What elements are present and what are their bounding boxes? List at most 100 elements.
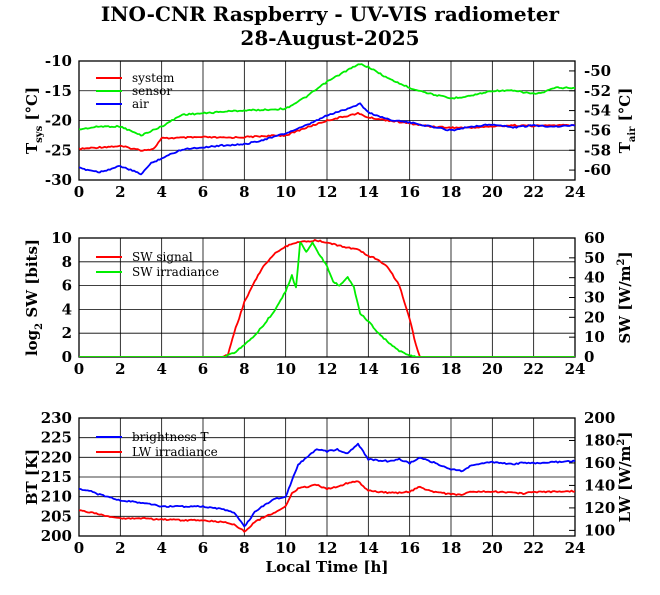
y-tick-label: -20 [45, 112, 72, 130]
series-line-system [79, 111, 575, 152]
y-tick-label: 10 [51, 229, 72, 247]
y-tick-label: 230 [41, 409, 72, 427]
y2-tick-label: -52 [584, 82, 611, 100]
y2-tick-label: 50 [584, 249, 605, 267]
legend-label: brightness T [132, 430, 208, 444]
legend-label: air [132, 97, 149, 111]
legend-label: system [132, 71, 175, 85]
x-tick-label: 0 [74, 539, 84, 557]
x-tick-label: 6 [198, 539, 208, 557]
x-tick-label: 2 [115, 360, 125, 378]
y2-tick-label: 120 [584, 499, 615, 517]
x-tick-label: 14 [358, 360, 379, 378]
panel-2: 0 2 4 6 8 10 12 14 16 18 20 22 241086420605040302010… [23, 229, 634, 378]
series-line-brightness-t [79, 442, 575, 528]
x-tick-label: 24 [565, 360, 586, 378]
x-tick-label: 10 [275, 183, 296, 201]
legend-label: SW irradiance [132, 265, 219, 279]
x-tick-label: 4 [156, 539, 166, 557]
x-tick-label: 20 [482, 539, 503, 557]
x-tick-label: 22 [523, 539, 544, 557]
x-tick-label: 16 [399, 360, 420, 378]
x-tick-label: 16 [399, 183, 420, 201]
y2-tick-label: -58 [584, 141, 611, 159]
legend-label: LW irradiance [132, 445, 218, 459]
y-tick-label: 0 [62, 348, 72, 366]
y-tick-label: 2 [62, 324, 72, 342]
x-tick-label: 14 [358, 539, 379, 557]
x-tick-label: 24 [565, 183, 586, 201]
chart-subtitle: 28-August-2025 [240, 26, 419, 50]
x-tick-label: 10 [275, 539, 296, 557]
y-tick-label: -10 [45, 52, 72, 70]
x-tick-label: 16 [399, 539, 420, 557]
x-tick-label: 22 [523, 183, 544, 201]
y2-tick-label: 160 [584, 454, 615, 472]
legend-label: sensor [132, 84, 172, 98]
x-tick-label: 4 [156, 360, 166, 378]
x-tick-label: 0 [74, 183, 84, 201]
x-tick-label: 8 [239, 539, 249, 557]
plot-frame [78, 60, 576, 181]
x-tick-label: 8 [239, 360, 249, 378]
y-tick-label: -25 [45, 141, 72, 159]
y-tick-label: 220 [41, 448, 72, 466]
x-tick-label: 18 [441, 360, 462, 378]
y2-tick-label: -50 [584, 62, 611, 80]
x-tick-label: 12 [317, 183, 338, 201]
series-line-sw-signal [79, 238, 575, 357]
series-line-air [79, 102, 575, 176]
y2-tick-label: 20 [584, 308, 605, 326]
y-tick-label: 210 [41, 488, 72, 506]
y2-tick-label: 30 [584, 289, 605, 307]
series-line-lw-irradiance [79, 480, 575, 533]
x-tick-label: 6 [198, 360, 208, 378]
y2-tick-label: 100 [584, 521, 615, 539]
y2-tick-label: -56 [584, 121, 611, 139]
y2-axis-label: SW [W/m2] [616, 251, 634, 343]
y-tick-label: 6 [62, 277, 72, 295]
x-tick-label: 12 [317, 360, 338, 378]
y2-tick-label: 0 [584, 348, 594, 366]
y-tick-label: 200 [41, 527, 72, 545]
y-tick-label: 205 [41, 507, 72, 525]
x-tick-label: 2 [115, 183, 125, 201]
x-tick-label: 2 [115, 539, 125, 557]
series-line-sw-irradiance [79, 241, 575, 357]
chart-title: INO-CNR Raspberry - UV-VIS radiometer [101, 2, 560, 26]
y2-tick-label: -60 [584, 161, 611, 179]
x-tick-label: 18 [441, 183, 462, 201]
legend-label: SW signal [132, 250, 193, 264]
y-tick-label: -30 [45, 171, 72, 189]
x-tick-label: 18 [441, 539, 462, 557]
x-tick-label: 20 [482, 360, 503, 378]
y-tick-label: 225 [41, 429, 72, 447]
y-axis-label: BT [K] [23, 449, 41, 505]
series-line-sensor [79, 63, 575, 137]
x-tick-label: 22 [523, 360, 544, 378]
x-tick-label: 24 [565, 539, 586, 557]
x-tick-label: 10 [275, 360, 296, 378]
x-tick-label: 8 [239, 183, 249, 201]
y-axis-label: log2 SW [bits] [23, 239, 45, 356]
panel-1: 0 2 4 6 8 10 12 14 16 18 20 22 24-10-15-20-25-30-50-… [23, 52, 638, 201]
y-tick-label: -15 [45, 82, 72, 100]
y-tick-label: 4 [62, 300, 72, 318]
plot-frame [78, 417, 576, 537]
x-tick-label: 6 [198, 183, 208, 201]
y-axis-label: Tsys [°C] [23, 87, 45, 154]
y2-axis-label: LW [W/m2] [616, 432, 634, 523]
x-tick-label: 14 [358, 183, 379, 201]
panel-3: 0 2 4 6 8 10 12 14 16 18 20 22 242302252202152102052… [23, 409, 634, 576]
y2-tick-label: 10 [584, 328, 605, 346]
y2-tick-label: 40 [584, 269, 605, 287]
x-tick-label: 20 [482, 183, 503, 201]
x-tick-label: 0 [74, 360, 84, 378]
plot-frame [78, 237, 576, 358]
y-tick-label: 215 [41, 468, 72, 486]
y2-tick-label: 180 [584, 431, 615, 449]
y2-tick-label: 140 [584, 476, 615, 494]
y2-axis-label: Tair [°C] [616, 88, 638, 154]
